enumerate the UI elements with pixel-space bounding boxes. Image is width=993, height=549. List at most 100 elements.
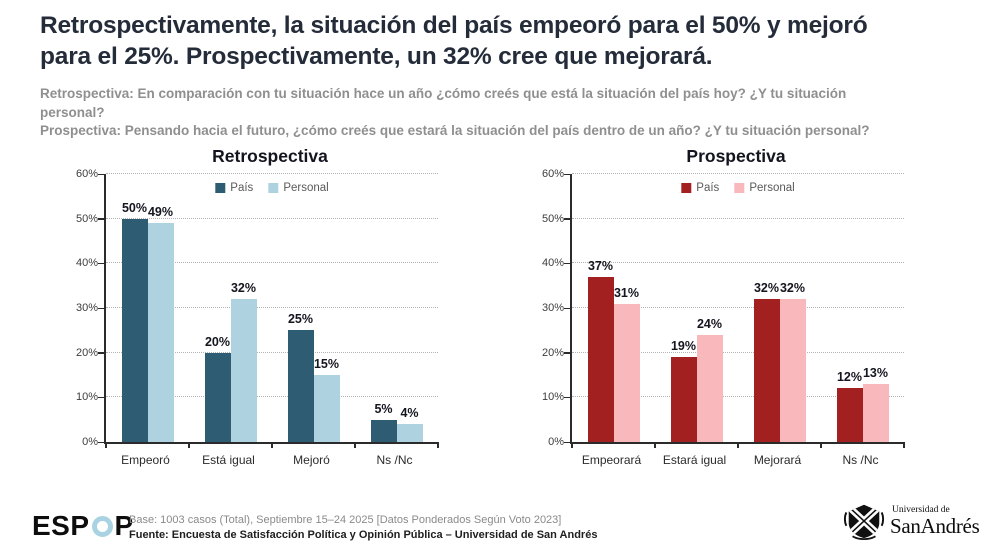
x-axis-tick-mark xyxy=(437,442,439,448)
legend-label: País xyxy=(696,182,720,194)
bar-personal-3: 32% xyxy=(779,281,806,442)
x-axis-category-label: Empeorará xyxy=(581,453,642,467)
y-axis-tick-mark xyxy=(564,218,572,220)
value-label: 31% xyxy=(613,285,640,300)
subtitle-line-2: personal? xyxy=(40,104,105,120)
value-label: 32% xyxy=(230,281,257,296)
value-label: 13% xyxy=(862,365,889,380)
university-crest-icon xyxy=(843,504,885,540)
bar-personal-4: 13% xyxy=(862,366,889,442)
y-axis-tick-mark xyxy=(564,307,572,309)
footer-source: Base: 1003 casos (Total), Septiembre 15–… xyxy=(129,513,597,543)
bar-group-1: 50% 49% xyxy=(106,174,189,442)
bar-país-3: 25% xyxy=(287,312,314,442)
bar-group-4: 12% 13% xyxy=(821,174,904,442)
charts-row: Retrospectiva 0% 10% 20% 30% 40% 50% 60% País Pe… xyxy=(60,146,905,467)
gridline-40 xyxy=(106,262,438,264)
legend-item-país: País xyxy=(215,182,253,194)
x-axis-tick-mark xyxy=(654,442,656,448)
x-axis-category-label: Ns /Nc xyxy=(376,453,413,467)
title-line-2: para el 25%. Prospectivamente, un 32% cr… xyxy=(40,43,713,70)
bar-país-1: 37% xyxy=(587,259,614,442)
legend-swatch-icon xyxy=(215,183,226,193)
legend-swatch-icon xyxy=(734,183,745,193)
x-axis-tick-mark xyxy=(571,442,573,448)
gridline-10 xyxy=(572,396,904,398)
bar-país-4: 5% xyxy=(370,402,397,442)
legend-swatch-icon xyxy=(268,183,279,193)
y-axis-tick-mark xyxy=(98,396,106,399)
university-name-small: Universidad de xyxy=(892,505,950,515)
gridline-40 xyxy=(572,262,904,264)
legend-label: Personal xyxy=(749,182,795,194)
base-line: Base: 1003 casos (Total), Septiembre 15–… xyxy=(129,514,562,526)
chart-title-prospectiva: Prospectiva xyxy=(686,146,786,166)
x-axis-category-label: Mejoró xyxy=(293,453,330,467)
value-label: 32% xyxy=(779,281,806,296)
bar-país-1: 50% xyxy=(121,201,148,442)
x-axis-category-label: Estará igual xyxy=(662,453,727,467)
bar-personal-2: 24% xyxy=(696,317,723,442)
legend-item-personal: Personal xyxy=(734,182,795,194)
bar-group-4: 5% 4% xyxy=(355,174,438,442)
bar-group-3: 25% 15% xyxy=(272,174,355,442)
y-axis-tick-label: 60% xyxy=(541,168,564,180)
university-logo: Universidad de SanAndrés xyxy=(843,501,980,541)
x-axis-category-label: Está igual xyxy=(202,453,255,467)
bar-groups: 50% 49% 20% 32% 25% 15% 5% 4% xyxy=(106,174,438,442)
x-axis-category-label: Mejorará xyxy=(753,453,802,467)
legend: País Personal xyxy=(681,182,795,194)
legend-swatch-icon xyxy=(681,183,692,193)
x-axis-category-label: Ns /Nc xyxy=(842,453,879,467)
y-axis-tick-mark xyxy=(98,173,106,175)
university-name: Universidad de SanAndrés xyxy=(890,505,980,537)
subtitle-line-3: Prospectiva: Pensando hacia el futuro, ¿… xyxy=(40,123,870,138)
value-label: 15% xyxy=(313,357,340,371)
value-label: 19% xyxy=(670,339,697,354)
bar-personal-1: 31% xyxy=(613,286,640,442)
chart-prospectiva: Prospectiva 0% 10% 20% 30% 40% 50% 60% País Pers… xyxy=(526,146,905,467)
chart-title-retrospectiva: Retrospectiva xyxy=(212,146,328,166)
y-axis-tick-mark xyxy=(564,441,572,443)
value-label: 5% xyxy=(374,401,393,416)
value-label: 49% xyxy=(147,205,174,220)
espop-logo: ESP P xyxy=(32,510,134,542)
page-title: Retrospectivamente, la situación del paí… xyxy=(40,10,975,72)
legend-label: Personal xyxy=(283,182,329,194)
gridline-50 xyxy=(572,217,904,219)
category-row-prospectiva: Empeorará Estará igual Mejorará Ns /Nc xyxy=(570,453,902,467)
gridline-60 xyxy=(572,173,904,174)
title-line-1: Retrospectivamente, la situación del paí… xyxy=(40,12,868,39)
x-axis-tick-mark xyxy=(354,442,356,448)
x-axis-tick-mark xyxy=(105,442,107,448)
value-label: 50% xyxy=(121,200,148,215)
gridline-30 xyxy=(106,307,438,308)
subtitle: Retrospectiva: En comparación con tu sit… xyxy=(40,85,975,141)
chart-retrospectiva: Retrospectiva 0% 10% 20% 30% 40% 50% 60% País Pe… xyxy=(60,146,439,467)
bar-group-2: 20% 32% xyxy=(189,174,272,442)
y-axis-tick-label: 10% xyxy=(541,391,564,404)
gridline-20 xyxy=(106,351,438,353)
value-label: 24% xyxy=(696,316,723,331)
bar-país-4: 12% xyxy=(836,370,863,442)
y-axis-tick-label: 0% xyxy=(548,436,564,448)
y-axis-tick-mark xyxy=(98,352,106,354)
espop-logo-text-left: ESP xyxy=(32,510,90,541)
value-label: 20% xyxy=(204,334,231,349)
y-axis-tick-label: 50% xyxy=(75,212,98,225)
legend-item-personal: Personal xyxy=(268,182,329,194)
value-label: 37% xyxy=(587,258,614,273)
bar-groups: 37% 31% 19% 24% 32% 32% 12% 13% xyxy=(572,174,904,442)
bar-group-2: 19% 24% xyxy=(655,174,738,442)
header: Retrospectivamente, la situación del paí… xyxy=(40,10,975,141)
fuente-line: Fuente: Encuesta de Satisfacción Polític… xyxy=(129,529,598,541)
y-axis-tick-mark xyxy=(98,262,106,265)
y-axis-tick-mark xyxy=(98,307,106,309)
legend: País Personal xyxy=(215,182,329,194)
bar-group-3: 32% 32% xyxy=(738,174,821,442)
y-axis-tick-label: 50% xyxy=(541,212,564,225)
bar-país-3: 32% xyxy=(753,281,780,442)
bar-personal-2: 32% xyxy=(230,281,257,442)
category-row-retrospectiva: Empeoró Está igual Mejoró Ns /Nc xyxy=(104,453,436,467)
y-axis-tick-mark xyxy=(98,441,106,443)
